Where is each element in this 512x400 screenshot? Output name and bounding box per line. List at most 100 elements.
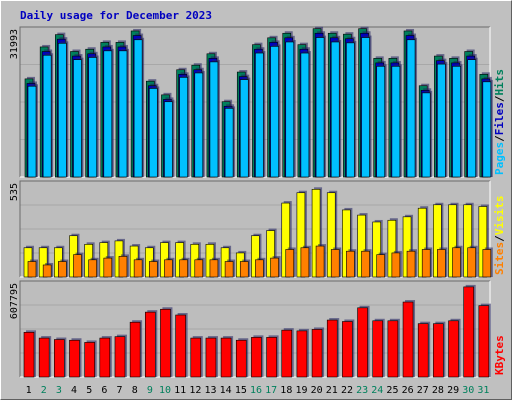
bar-sites [239,261,249,278]
x-tick-label: 13 [204,385,216,396]
bar-kbytes [326,319,338,378]
bar-sites [209,259,219,278]
bar-kbytes [129,321,141,378]
plot-border-dark [19,26,490,177]
bar-kbytes [220,337,232,378]
bar-sites [391,252,401,278]
bar-pages [73,59,82,178]
bar-sites [361,250,370,278]
bar-kbytes [402,301,414,378]
plot-border-dark [19,280,490,377]
plot-border-dark [19,180,490,277]
bar-pages [285,41,295,178]
ymax-label-3: 607795 [9,283,20,319]
bar-pages [58,43,67,178]
x-tick-label: 21 [326,385,338,396]
ymax-label-1: 31993 [9,29,20,59]
bar-kbytes [23,332,35,378]
x-tick-label: 30 [462,385,474,396]
bar-sites [452,247,461,278]
bar-pages [437,63,446,178]
x-tick-label: 25 [386,385,398,396]
bar-sites [148,261,158,278]
legend-item-pages: Pages [493,142,506,175]
bar-sites [118,256,128,278]
x-tick-label: 5 [86,385,92,396]
bar-pages [209,61,219,178]
bar-sites [315,245,325,278]
bar-kbytes [84,342,95,378]
legend-item-kbytes: KBytes [493,335,506,375]
bar-sites [437,249,446,278]
legend-item-hits: Hits [493,69,506,96]
bar-pages [330,41,340,178]
bar-kbytes [296,330,308,378]
bar-sites [164,259,173,278]
legend-1: Pages/Files/Hits [493,69,506,175]
bar-kbytes [478,305,490,378]
bar-kbytes [114,336,126,378]
bar-kbytes [463,286,474,378]
x-tick-label: 14 [220,385,232,396]
x-tick-label: 4 [71,385,77,396]
bar-pages [179,77,188,178]
bar-sites [58,261,67,278]
bar-sites [406,250,416,278]
bar-pages [27,85,37,178]
bar-kbytes [357,307,368,378]
bar-kbytes [448,320,459,378]
x-tick-label: 17 [265,385,277,396]
bar-sites [42,264,52,278]
bar-pages [239,79,249,178]
x-tick-label: 6 [101,385,107,396]
bar-sites [194,259,204,278]
bar-sites [300,247,310,278]
bar-kbytes [281,329,293,378]
x-tick-label: 31 [477,385,489,396]
bar-sites [467,247,476,278]
bar-pages [270,46,279,178]
bar-kbytes [144,311,156,378]
bar-sites [224,261,234,278]
x-tick-label: 22 [341,385,353,396]
bar-kbytes [99,337,111,378]
bar-pages [421,92,431,178]
bar-pages [103,50,113,178]
x-tick-label: 24 [371,385,383,396]
bar-pages [148,88,158,178]
x-tick-label: 28 [432,385,444,396]
bar-kbytes [433,323,444,378]
bar-pages [391,66,401,178]
bar-kbytes [311,329,323,378]
bar-pages [224,108,234,178]
bar-kbytes [387,320,399,378]
bar-pages [315,37,325,178]
bar-pages [88,57,97,178]
bar-pages [361,37,370,178]
bar-sites [103,257,113,278]
chart-title: Daily usage for December 2023 [20,9,212,22]
bar-pages [164,101,173,178]
x-tick-label: 29 [447,385,459,396]
bar-sites [330,249,340,278]
bar-kbytes [54,339,65,378]
bar-kbytes [266,337,277,378]
bar-pages [346,42,355,178]
x-tick-label: 11 [174,385,186,396]
bar-kbytes [38,337,50,378]
bar-kbytes [235,339,247,378]
x-tick-label: 10 [159,385,171,396]
x-tick-label: 27 [417,385,429,396]
x-tick-label: 9 [147,385,153,396]
legend-3: KBytes [493,335,506,375]
bar-pages [482,81,492,178]
bar-kbytes [205,337,217,378]
bar-kbytes [251,337,262,378]
bar-sites [179,259,188,278]
bar-sites [133,259,143,278]
legend-separator: / [493,135,506,142]
bar-kbytes [342,321,353,378]
bar-sites [255,259,264,278]
bar-sites [346,250,355,278]
